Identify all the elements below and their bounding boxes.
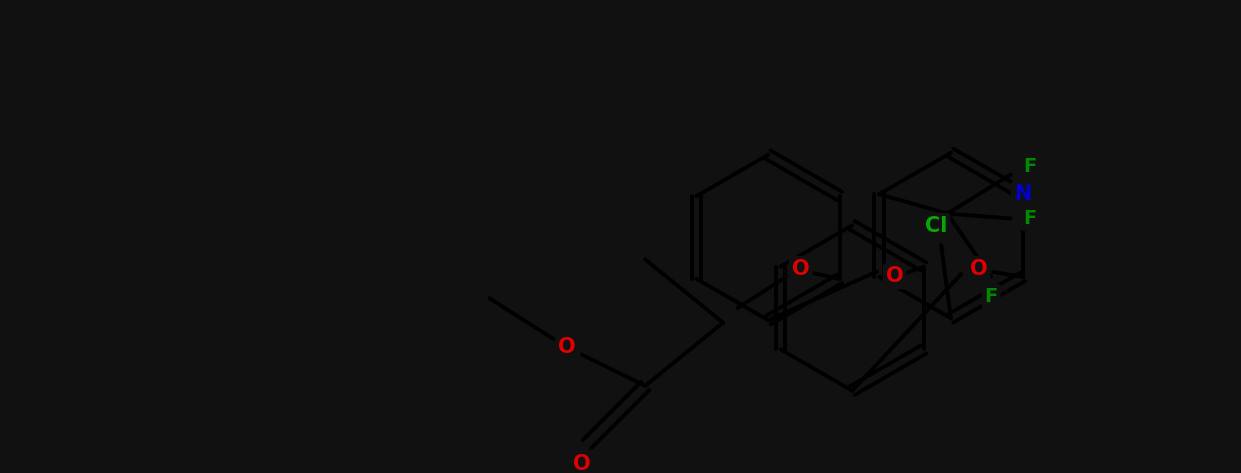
- Text: O: O: [970, 259, 988, 279]
- Text: O: O: [558, 337, 576, 357]
- Text: F: F: [984, 287, 998, 306]
- Text: Cl: Cl: [925, 216, 947, 236]
- Text: F: F: [1024, 158, 1036, 176]
- Text: O: O: [886, 266, 903, 286]
- Text: N: N: [1014, 184, 1031, 204]
- Text: O: O: [792, 259, 809, 279]
- Text: F: F: [1024, 209, 1036, 228]
- Text: O: O: [573, 454, 591, 473]
